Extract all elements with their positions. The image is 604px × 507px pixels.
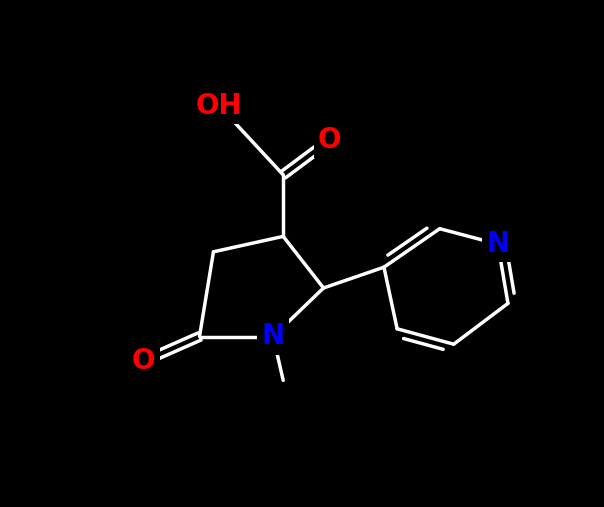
Text: O: O <box>318 126 341 154</box>
Text: N: N <box>262 322 284 350</box>
Text: N: N <box>486 230 509 258</box>
Text: O: O <box>132 347 155 375</box>
Text: OH: OH <box>196 91 242 120</box>
